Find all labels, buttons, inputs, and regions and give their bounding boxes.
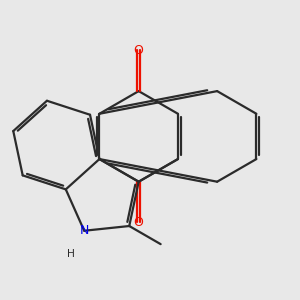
Text: O: O	[134, 216, 144, 229]
Text: O: O	[134, 44, 144, 57]
Text: H: H	[67, 249, 75, 259]
Text: N: N	[80, 224, 89, 237]
